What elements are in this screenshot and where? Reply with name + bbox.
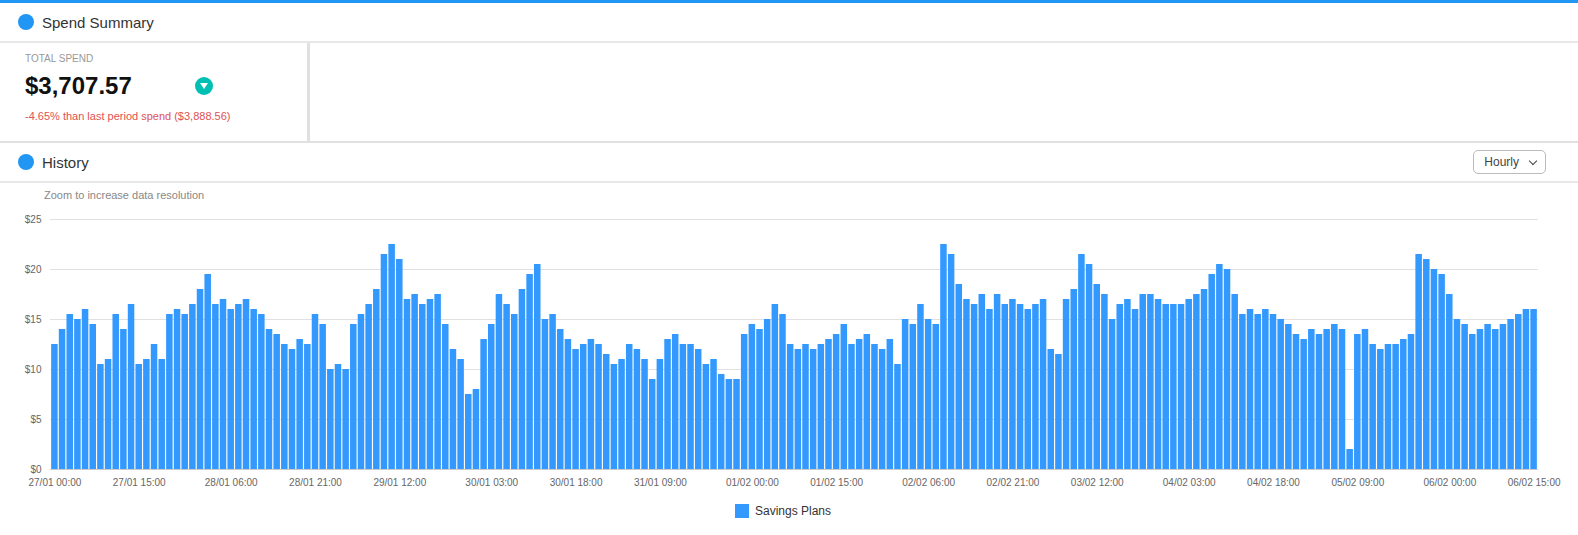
svg-text:$0: $0 <box>30 464 42 475</box>
svg-text:31/01 09:00: 31/01 09:00 <box>634 477 687 488</box>
svg-text:$5: $5 <box>30 414 42 425</box>
svg-text:$25: $25 <box>25 214 42 225</box>
svg-text:28/01 21:00: 28/01 21:00 <box>289 477 342 488</box>
svg-text:04/02 18:00: 04/02 18:00 <box>1247 477 1300 488</box>
html-text:Hourly: Hourly <box>1484 155 1519 169</box>
svg-text:03/02 12:00: 03/02 12:00 <box>1071 477 1124 488</box>
svg-text:06/02 15:00: 06/02 15:00 <box>1508 477 1561 488</box>
html-text:History: History <box>42 153 89 171</box>
svg-text:04/02 03:00: 04/02 03:00 <box>1163 477 1216 488</box>
svg-text:01/02 00:00: 01/02 00:00 <box>726 477 779 488</box>
svg-text:$10: $10 <box>25 364 42 375</box>
html-text:TOTAL SPEND: TOTAL SPEND <box>25 53 94 64</box>
svg-text:27/01 15:00: 27/01 15:00 <box>113 477 166 488</box>
html-text:Zoom to increase data resoluti: Zoom to increase data resolution <box>44 189 205 201</box>
svg-text:$20: $20 <box>25 264 42 275</box>
html-text:$3,707.57: $3,707.57 <box>25 72 132 99</box>
svg-text:02/02 21:00: 02/02 21:00 <box>987 477 1040 488</box>
svg-text:06/02 00:00: 06/02 00:00 <box>1423 477 1476 488</box>
svg-text:05/02 09:00: 05/02 09:00 <box>1331 477 1384 488</box>
html-text:Savings Plans: Savings Plans <box>755 504 831 518</box>
svg-text:29/01 12:00: 29/01 12:00 <box>373 477 426 488</box>
svg-text:30/01 03:00: 30/01 03:00 <box>465 477 518 488</box>
svg-text:27/01 00:00: 27/01 00:00 <box>28 477 81 488</box>
svg-text:30/01 18:00: 30/01 18:00 <box>550 477 603 488</box>
html-text:Spend Summary: Spend Summary <box>42 13 154 31</box>
svg-text:28/01 06:00: 28/01 06:00 <box>205 477 258 488</box>
html-text:-4.65% than last period spend: -4.65% than last period spend ($3,888.56… <box>25 110 231 122</box>
svg-text:01/02 15:00: 01/02 15:00 <box>810 477 863 488</box>
svg-text:02/02 06:00: 02/02 06:00 <box>902 477 955 488</box>
svg-text:$15: $15 <box>25 314 42 325</box>
